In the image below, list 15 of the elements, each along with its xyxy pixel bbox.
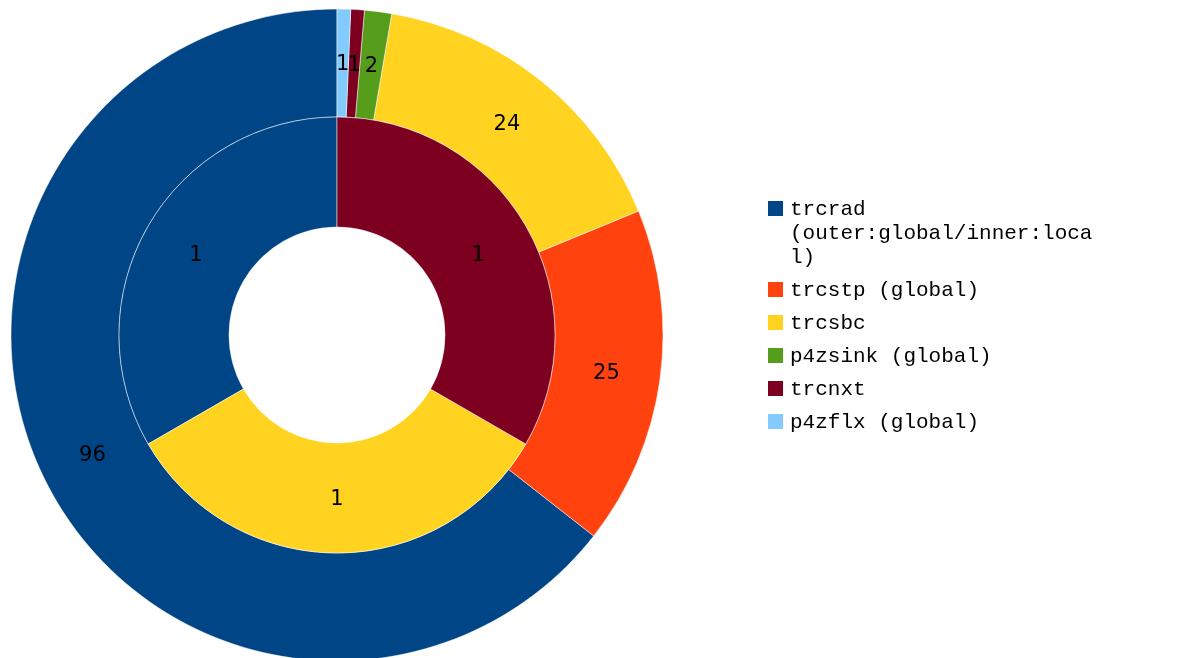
legend-label: p4zflx (global)	[790, 411, 980, 434]
data-label: 96	[79, 442, 106, 467]
data-label: 24	[493, 110, 521, 135]
legend-label: trcstp (global)	[790, 279, 980, 302]
data-label: 1	[336, 51, 350, 76]
data-label: 2	[364, 53, 379, 78]
data-label: 1	[347, 51, 361, 76]
data-label: 1	[471, 241, 485, 266]
data-label: 25	[593, 360, 620, 385]
data-label: 1	[189, 241, 203, 266]
legend-label: trcnxt	[790, 378, 866, 401]
data-label: 1	[330, 486, 344, 510]
legend-label: p4zsink (global)	[790, 345, 992, 368]
legend-label: trcsbc	[790, 312, 866, 335]
legend-label: trcrad (outer:global/inner:local)	[790, 198, 1093, 269]
